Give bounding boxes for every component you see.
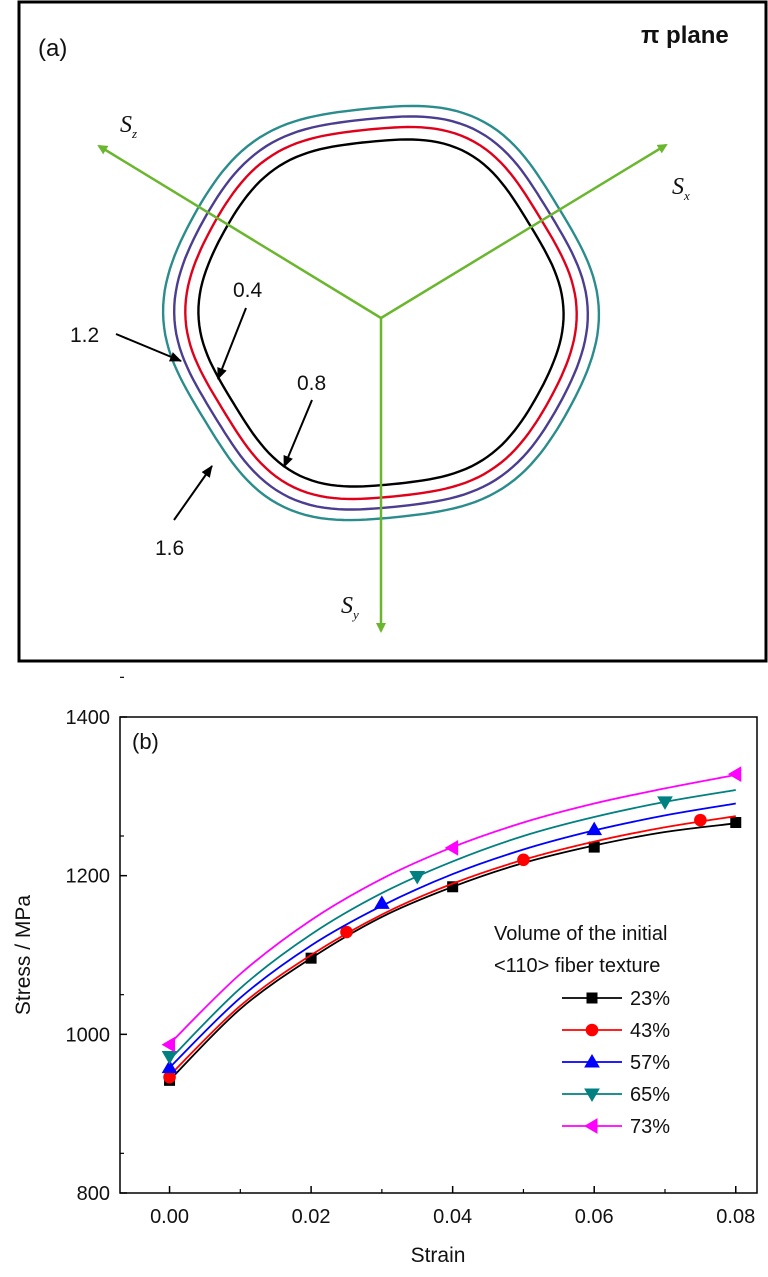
data-point-23pct [588,841,600,853]
x-tick-label: 0.08 [716,1206,755,1228]
y-tick-label: 800 [77,1183,110,1205]
legend-label: 23% [630,988,670,1010]
legend-item-57pct: 57% [562,1052,670,1074]
series-57pct [161,802,736,1074]
contour-pointer-0-8 [283,399,313,468]
contour-label-1-6: 1.6 [155,537,184,560]
legend-label: 65% [630,1084,670,1106]
data-point-57pct [161,1059,178,1074]
contour-ring-1-6 [161,104,601,522]
series-layer [161,766,742,1086]
panel-b: (b) 800 1000 1200 1400 0.00 0.02 0.04 0.06 0.08… [12,676,758,1267]
data-point-73pct [444,840,459,856]
legend-label: 73% [630,1116,670,1138]
legend-item-73pct: 73% [562,1116,670,1138]
contour-label-0-8: 0.8 [297,372,326,395]
y-axis-ticks: 800 1000 1200 1400 [66,676,127,1205]
legend-marker [584,1088,600,1102]
data-point-57pct [374,895,390,909]
series-65pct [161,789,736,1065]
data-point-73pct [727,766,742,782]
contour-ring-1-2 [172,115,590,511]
plot-area [119,716,758,1194]
data-point-43pct [517,853,530,867]
legend-title-line2: <110> fiber texture [494,955,660,977]
series-73pct [161,766,742,1053]
data-point-65pct [161,1051,178,1065]
y-axis-label: Stress / MPa [12,895,35,1016]
panel-a-frame [17,0,768,663]
data-point-23pct [447,881,459,893]
data-point-65pct [657,796,673,810]
sx-axis-arrow [380,143,668,320]
x-tick-label: 0.02 [292,1206,331,1228]
legend-marker [585,1023,599,1037]
x-tick-label: 0.00 [150,1206,189,1228]
series-line-23pct [168,822,736,1081]
series-line-57pct [168,802,736,1069]
legend-title-line1: Volume of the initial [494,923,667,945]
series-line-43pct [168,815,736,1077]
y-tick-label: 1200 [66,866,111,888]
data-point-43pct [694,813,707,827]
sz-axis-name: Sz [120,112,137,141]
contour-label-0-4: 0.4 [233,279,263,302]
sx-axis-name: Sx [672,174,690,203]
x-tick-label: 0.04 [433,1206,472,1228]
contour-ring-0-4 [197,138,565,488]
x-axis-ticks: 0.00 0.02 0.04 0.06 0.08 [150,1186,755,1228]
series-43pct [163,813,736,1084]
sz-axis-arrow [97,144,382,320]
legend-marker [584,1118,598,1134]
contour-ring-0-8 [184,125,578,501]
contour-label-1-2: 1.2 [70,324,99,347]
data-point-65pct [409,870,426,885]
x-tick-label: 0.06 [575,1206,614,1228]
data-point-73pct [161,1036,176,1053]
data-point-43pct [340,925,353,939]
panel-a-title: π plane [641,22,729,49]
series-line-65pct [168,789,736,1061]
contour-pointer-0-4 [217,307,247,380]
data-point-57pct [586,821,603,836]
x-axis-label: Strain [411,1244,466,1267]
legend-marker [586,992,598,1004]
legend-marker [584,1054,600,1068]
panel-a-label: (a) [38,35,67,62]
legend-label: 43% [630,1020,670,1042]
y-tick-label: 1000 [66,1024,111,1046]
series-23pct [164,817,742,1086]
sy-axis-name: Sy [341,593,359,622]
legend-item-43pct: 43% [562,1020,670,1042]
contour-pointer-1-6 [173,465,213,521]
legend-item-65pct: 65% [562,1084,670,1106]
legend-label: 57% [630,1052,670,1074]
legend: Volume of the initial <110> fiber textur… [494,923,670,1138]
legend-item-23pct: 23% [562,988,670,1010]
yield-surface-contours [161,104,601,522]
panel-b-label: (b) [132,729,159,754]
legend-items: 23% 43% 57% 65% 73% [562,988,670,1138]
contour-pointer-1-2 [115,333,182,362]
data-point-23pct [730,817,742,829]
panel-a: (a) π plane Sz Sx Sy 0.4 0.8 1.2 1.6 [17,0,768,663]
y-tick-label: 1400 [66,707,111,729]
